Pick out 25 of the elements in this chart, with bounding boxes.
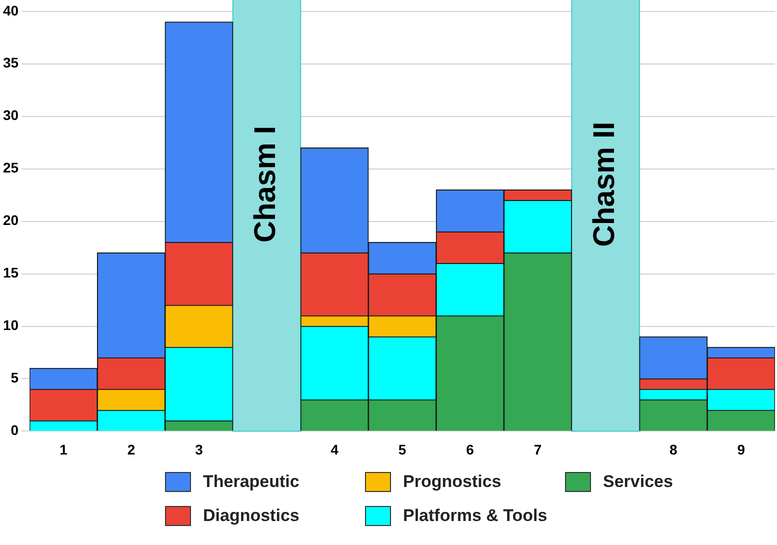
y-tick-label: 15 bbox=[2, 264, 19, 281]
x-tick-label: 3 bbox=[195, 441, 204, 458]
legend-label: Platforms & Tools bbox=[403, 506, 548, 526]
x-tick-label: 1 bbox=[60, 441, 68, 458]
x-tick-label: 8 bbox=[669, 441, 678, 458]
y-tick-label: 10 bbox=[2, 317, 19, 334]
y-tick-label: 0 bbox=[10, 422, 19, 438]
x-tick-label: 9 bbox=[737, 441, 746, 458]
y-tick-label: 20 bbox=[2, 212, 19, 228]
x-tick-label: 6 bbox=[466, 441, 474, 458]
legend-label: Diagnostics bbox=[203, 506, 300, 526]
legend-label: Therapeutic bbox=[203, 472, 300, 492]
x-tick-label: 2 bbox=[127, 441, 136, 458]
y-tick-label: 40 bbox=[2, 2, 19, 18]
x-tick-label: 7 bbox=[534, 441, 542, 458]
y-tick-label: 35 bbox=[2, 54, 19, 71]
band-label: Chasm II bbox=[588, 122, 621, 247]
y-tick-label: 30 bbox=[2, 107, 19, 124]
x-tick-label: 4 bbox=[330, 441, 339, 458]
legend-label: Prognostics bbox=[403, 472, 502, 492]
y-tick-label: 5 bbox=[10, 370, 19, 386]
band-label: Chasm I bbox=[249, 126, 282, 243]
legend-label: Services bbox=[603, 472, 673, 492]
y-tick-label: 25 bbox=[2, 160, 19, 176]
x-tick-label: 5 bbox=[398, 441, 406, 458]
